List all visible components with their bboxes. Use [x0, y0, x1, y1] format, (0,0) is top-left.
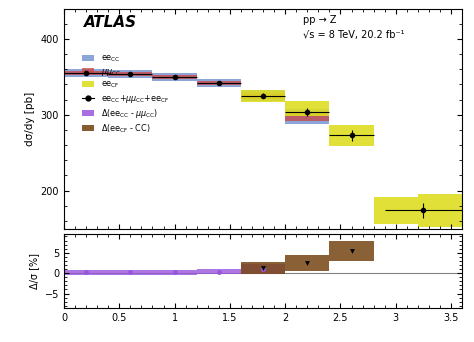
Y-axis label: Δ/σ [%]: Δ/σ [%]: [29, 253, 39, 289]
Y-axis label: dσ/dy [pb]: dσ/dy [pb]: [25, 91, 35, 146]
Legend: ee$_{\mathregular{CC}}$, $\mu\mu_{\mathregular{CC}}$, ee$_{\mathregular{CF}}$, e: ee$_{\mathregular{CC}}$, $\mu\mu_{\mathr…: [80, 52, 171, 136]
Text: pp → Z
√s = 8 TeV, 20.2 fb⁻¹: pp → Z √s = 8 TeV, 20.2 fb⁻¹: [303, 15, 404, 40]
Text: ATLAS: ATLAS: [84, 15, 137, 30]
